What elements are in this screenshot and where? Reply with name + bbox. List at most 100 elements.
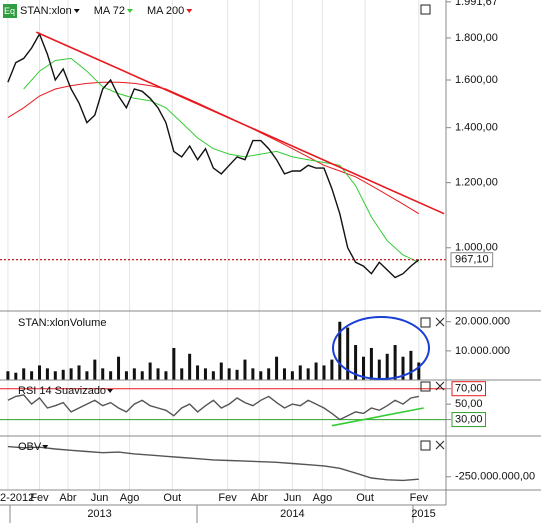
dropdown-arrow [42,445,49,449]
y-tick-label: 1.800,00 [455,32,498,44]
bar [354,345,358,380]
bar [322,365,326,380]
y-tick-label: 1.600,00 [455,74,498,86]
bar [117,356,121,380]
bar [361,356,365,380]
bar [164,371,168,380]
x-tick-label: Out [356,492,374,504]
bar [338,321,342,380]
close-button[interactable] [435,317,445,327]
bar [346,327,350,380]
legend-entry: MA 200 [147,5,184,17]
close-button[interactable] [435,381,445,391]
bar [77,365,81,380]
x-tick-label: Ago [313,492,333,504]
panel-title: OBV [18,441,42,453]
year-label: 2015 [411,508,435,520]
bar [393,345,397,380]
marks [0,31,446,482]
bar [417,362,421,380]
bar [401,356,405,380]
grid [7,0,451,490]
maximize-button[interactable] [420,317,431,328]
bar [219,362,223,380]
legend-entry: STAN:xlon [20,5,72,17]
y-tick-label: 20.000.000 [455,316,510,328]
bar [298,365,302,380]
panel-title: STAN:xlonVolume [18,317,106,329]
bar [132,368,136,380]
legend-entry: MA 72 [94,5,125,17]
bar [259,371,263,380]
bar [156,368,160,380]
bar [196,365,200,380]
bar [14,372,18,380]
bar [409,350,413,380]
bar [227,368,231,380]
bar [275,356,279,380]
panel-title: RSI 14 Suavizado [18,385,106,397]
bar [369,347,373,380]
y-tick-label: 10.000.000 [455,345,510,357]
dropdown-arrow [107,389,114,393]
bar [101,368,105,380]
y-tick-label: 50,00 [455,398,483,410]
panel [7,445,419,482]
close-button[interactable] [435,440,445,450]
panel [6,321,421,380]
bar [30,371,34,380]
bar [385,353,389,380]
dropdown-arrow [186,9,193,13]
maximize-button[interactable] [420,440,431,451]
y-tick-label: 1.000,00 [455,242,498,254]
bar [282,368,286,380]
y-tick-label: -250.000.000,00 [455,471,535,483]
series-line [23,57,420,263]
bar [243,359,247,380]
bar [53,371,57,380]
dropdown-arrow [73,9,80,13]
x-tick-label: Fev [218,492,237,504]
bar [314,362,318,380]
last-value-label: 967,10 [455,254,489,266]
x-tick-label: 2-2012 [0,492,34,504]
bar [203,368,207,380]
series-line [331,407,424,427]
panel [0,31,446,279]
bar [267,368,271,380]
bar [109,371,113,380]
bar [330,359,334,380]
bar [93,359,97,380]
x-tick-label: Fev [410,492,429,504]
panel [0,388,446,427]
panel-buttons[interactable] [420,4,445,451]
maximize-button[interactable] [420,381,431,392]
x-tick-label: Fev [30,492,49,504]
bar [124,371,128,380]
bar [180,368,184,380]
bar [235,369,239,380]
x-tick-label: Abr [59,492,76,504]
maximize-button[interactable] [420,4,431,15]
series-line [7,394,419,421]
y-tick-label: 1.200,00 [455,177,498,189]
badge-text: Eq [4,6,15,16]
x-tick-label: Out [163,492,181,504]
bar [61,369,65,380]
y-tick-box [451,381,487,397]
bar [38,365,42,380]
badge [3,4,17,18]
y-tick-label: 1.991,67 [455,0,498,8]
year-label: 2013 [87,508,111,520]
bar [211,371,215,380]
y-tick-label: 70,00 [455,383,483,395]
series-line [7,32,420,279]
bar [6,371,10,380]
bar [172,347,176,380]
y-tick-label: 30,00 [455,413,483,425]
bar [290,371,294,380]
bar [22,368,26,380]
x-tick-label: Abr [251,492,268,504]
y-tick-label: 1.400,00 [455,122,498,134]
